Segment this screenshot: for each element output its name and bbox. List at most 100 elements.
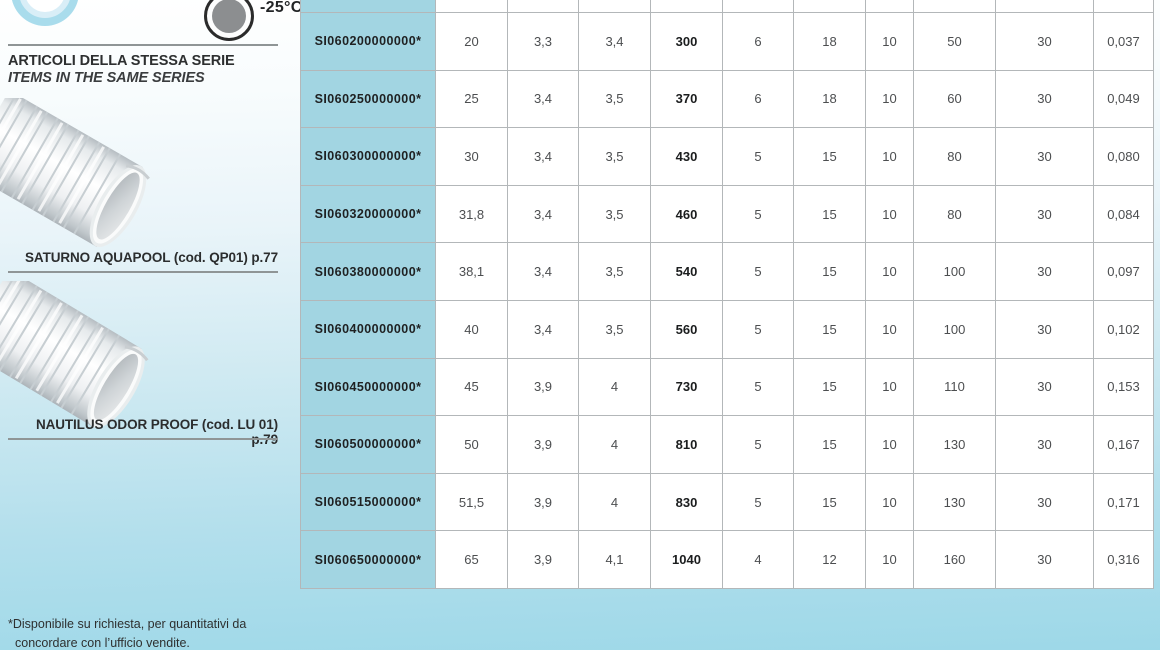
value-cell: 0,316	[1094, 531, 1154, 589]
value-cell: 560	[651, 300, 723, 359]
table-row: SI060515000000* 51,5 3,9 4 830 5 15 10 130 30 0,17…	[301, 473, 1154, 532]
value-cell	[508, 0, 579, 13]
value-cell: 25	[436, 70, 508, 129]
value-cell: 0,171	[1094, 473, 1154, 532]
value-cell: 5	[723, 128, 794, 186]
value-cell: 6	[723, 70, 794, 129]
product-caption-saturno: SATURNO AQUAPOOL (cod. QP01) p.77	[25, 250, 278, 265]
footnote-line-1: *Disponibile su richiesta, per quantitat…	[8, 617, 247, 631]
value-cell: 730	[651, 358, 723, 417]
value-cell: 50	[914, 13, 996, 71]
value-cell	[866, 0, 914, 13]
value-cell: 15	[794, 358, 866, 417]
value-cell: 30	[996, 243, 1094, 301]
value-cell: 0,097	[1094, 243, 1154, 301]
value-cell: 30	[996, 128, 1094, 186]
table-row: SI060250000000* 25 3,4 3,5 370 6 18 10 60 30 0,049	[301, 70, 1154, 129]
value-cell: 30	[996, 185, 1094, 244]
footnote-line-2: concordare con l’ufficio vendite.	[15, 636, 190, 650]
value-cell: 3,5	[579, 185, 651, 244]
value-cell: 100	[914, 243, 996, 301]
value-cell: 810	[651, 416, 723, 474]
value-cell: 4	[579, 358, 651, 417]
value-cell	[1094, 0, 1154, 13]
value-cell: 30	[996, 531, 1094, 589]
value-cell: 5	[723, 416, 794, 474]
value-cell: 370	[651, 70, 723, 129]
temperature-icon-fill	[212, 0, 246, 33]
divider-product-1	[8, 271, 278, 273]
product-code-cell: SI060250000000*	[301, 70, 436, 129]
value-cell: 3,4	[579, 13, 651, 71]
value-cell: 30	[996, 300, 1094, 359]
value-cell: 5	[723, 300, 794, 359]
value-cell: 15	[794, 416, 866, 474]
value-cell: 50	[436, 416, 508, 474]
value-cell	[579, 0, 651, 13]
value-cell: 460	[651, 185, 723, 244]
value-cell	[723, 0, 794, 13]
value-cell: 1040	[651, 531, 723, 589]
table-row: SI060200000000* 20 3,3 3,4 300 6 18 10 50 30 0,037	[301, 13, 1154, 71]
series-heading: ARTICOLI DELLA STESSA SERIE ITEMS IN THE…	[8, 53, 235, 88]
value-cell: 6	[723, 13, 794, 71]
value-cell: 45	[436, 358, 508, 417]
table-row: SI060320000000* 31,8 3,4 3,5 460 5 15 10 80 30 0,0…	[301, 185, 1154, 244]
value-cell: 18	[794, 13, 866, 71]
product-code-cell: SI060300000000*	[301, 128, 436, 186]
value-cell: 38,1	[436, 243, 508, 301]
value-cell: 10	[866, 243, 914, 301]
value-cell: 3,4	[508, 185, 579, 244]
value-cell: 110	[914, 358, 996, 417]
spec-table: SI060200000000* 20 3,3 3,4 300 6 18 10 50 30 0,037…	[300, 0, 1154, 589]
value-cell: 0,049	[1094, 70, 1154, 129]
value-cell: 300	[651, 13, 723, 71]
value-cell: 15	[794, 473, 866, 532]
value-cell: 60	[914, 70, 996, 129]
value-cell: 30	[996, 358, 1094, 417]
value-cell: 3,3	[508, 13, 579, 71]
value-cell: 100	[914, 300, 996, 359]
value-cell: 30	[436, 128, 508, 186]
value-cell: 30	[996, 70, 1094, 129]
value-cell: 4	[579, 416, 651, 474]
value-cell: 10	[866, 358, 914, 417]
product-code-cell: SI060450000000*	[301, 358, 436, 417]
value-cell: 3,5	[579, 300, 651, 359]
value-cell: 5	[723, 243, 794, 301]
availability-footnote: *Disponibile su richiesta, per quantitat…	[8, 615, 246, 650]
table-row: SI060400000000* 40 3,4 3,5 560 5 15 10 100 30 0,10…	[301, 300, 1154, 359]
temperature-label: -25°C	[260, 0, 303, 16]
value-cell: 15	[794, 185, 866, 244]
divider-product-2	[8, 438, 278, 440]
value-cell: 130	[914, 416, 996, 474]
value-cell: 540	[651, 243, 723, 301]
value-cell: 40	[436, 300, 508, 359]
value-cell: 830	[651, 473, 723, 532]
value-cell: 15	[794, 300, 866, 359]
value-cell: 5	[723, 358, 794, 417]
value-cell: 3,9	[508, 531, 579, 589]
product-code-cell	[301, 0, 436, 13]
value-cell: 160	[914, 531, 996, 589]
value-cell: 0,102	[1094, 300, 1154, 359]
table-row: SI060500000000* 50 3,9 4 810 5 15 10 130 30 0,167	[301, 416, 1154, 474]
value-cell: 4	[723, 531, 794, 589]
value-cell	[651, 0, 723, 13]
value-cell	[794, 0, 866, 13]
value-cell: 5	[723, 185, 794, 244]
divider-top	[8, 44, 278, 46]
product-code-cell: SI060500000000*	[301, 416, 436, 474]
value-cell	[996, 0, 1094, 13]
value-cell: 0,167	[1094, 416, 1154, 474]
hose-product-image-saturno	[0, 98, 150, 247]
value-cell: 0,037	[1094, 13, 1154, 71]
table-row: SI060300000000* 30 3,4 3,5 430 5 15 10 80 30 0,080	[301, 128, 1154, 186]
hose-product-image-nautilus	[0, 281, 149, 428]
product-code-cell: SI060200000000*	[301, 13, 436, 71]
product-caption-nautilus: NAUTILUS ODOR PROOF (cod. LU 01) p.79	[35, 417, 278, 447]
value-cell: 80	[914, 128, 996, 186]
value-cell: 10	[866, 185, 914, 244]
value-cell: 10	[866, 416, 914, 474]
